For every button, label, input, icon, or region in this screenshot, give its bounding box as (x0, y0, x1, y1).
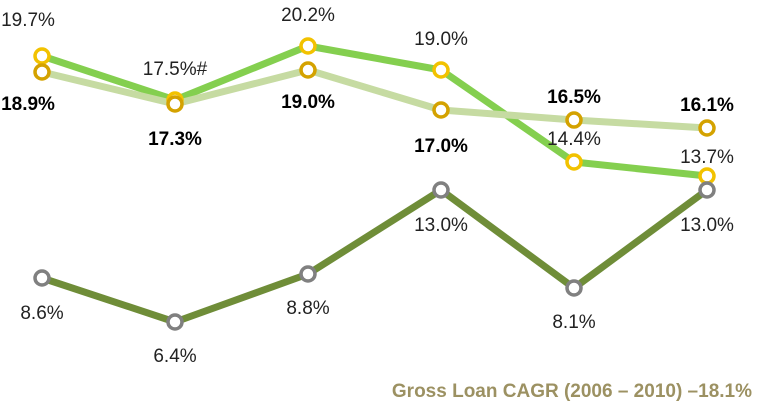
marker (565, 153, 583, 171)
series-line (41, 66, 708, 132)
value-label: 17.3% (148, 129, 202, 150)
marker (698, 181, 716, 199)
value-label: 13.0% (414, 215, 468, 236)
value-label: 19.0% (281, 92, 335, 113)
value-label: 17.5%# (143, 59, 208, 80)
value-label: 20.2% (281, 5, 335, 26)
marker (299, 61, 317, 79)
value-label: 14.4% (547, 129, 601, 150)
marker (33, 47, 51, 65)
footer: Gross Loan CAGR (2006 – 2010) –18.1% (392, 381, 752, 402)
value-label: 19.7% (1, 10, 55, 31)
marker (432, 101, 450, 119)
value-label: 19.0% (414, 29, 468, 50)
marker (166, 95, 184, 113)
marker (299, 37, 317, 55)
value-label: 17.0% (414, 136, 468, 157)
value-label: 16.1% (680, 95, 734, 116)
marker (565, 111, 583, 129)
marker (432, 61, 450, 79)
marker (565, 279, 583, 297)
value-label: 6.4% (153, 346, 196, 367)
value-label: 16.5% (547, 87, 601, 108)
marker (166, 313, 184, 331)
value-label: 13.0% (680, 215, 734, 236)
marker (698, 119, 716, 137)
marker (432, 181, 450, 199)
series-line (40, 186, 710, 326)
marker (33, 269, 51, 287)
value-label: 18.9% (1, 94, 55, 115)
series-line (40, 42, 708, 180)
marker (33, 63, 51, 81)
value-label: 13.7% (680, 147, 734, 168)
marker (299, 265, 317, 283)
value-label: 8.1% (552, 312, 595, 333)
marker (698, 167, 716, 185)
value-label: 8.8% (286, 298, 329, 319)
value-label: 8.6% (20, 303, 63, 324)
